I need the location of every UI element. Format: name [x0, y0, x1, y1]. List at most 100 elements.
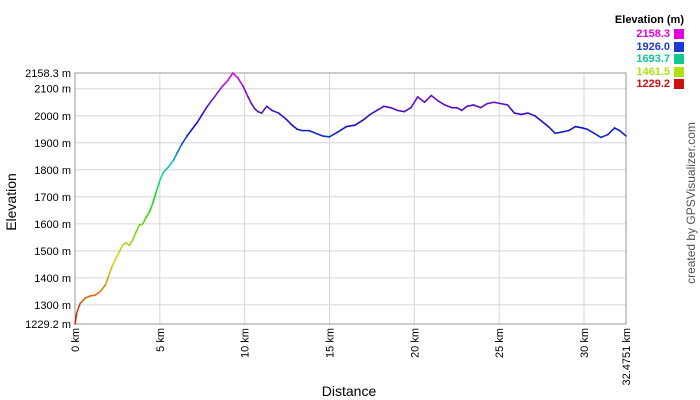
x-tick-label: 30 km: [579, 328, 591, 358]
elevation-segment: [148, 201, 154, 213]
y-tick-label: 1500 m: [34, 246, 71, 258]
x-tick-label: 5 km: [155, 328, 167, 352]
elevation-segment: [79, 297, 86, 305]
elevation-series: [74, 72, 627, 325]
elevation-segment: [403, 106, 412, 113]
elevation-segment: [437, 100, 446, 106]
elevation-segment: [369, 109, 378, 116]
elevation-segment: [561, 129, 570, 133]
elevation-segment: [540, 120, 550, 128]
elevation-segment: [111, 258, 117, 267]
y-tick-label: 2158.3 m: [25, 68, 71, 80]
plot-area-border: [74, 72, 627, 325]
elevation-segment: [206, 98, 214, 108]
elevation-segment: [527, 112, 536, 117]
elevation-segment: [362, 113, 372, 121]
elevation-segment: [277, 112, 287, 120]
elevation-segment: [547, 125, 556, 135]
elevation-segment: [74, 312, 78, 325]
elevation-segment: [260, 105, 268, 114]
elevation-segment: [396, 109, 405, 113]
y-axis-label: Elevation: [3, 173, 19, 231]
credit: created by GPSVisualizer.com: [680, 118, 700, 288]
elevation-segment: [606, 127, 616, 136]
elevation-segment: [162, 166, 170, 174]
legend-value: 2158.3: [636, 28, 670, 41]
elevation-segment: [211, 92, 219, 101]
elevation-segment: [104, 274, 110, 286]
elevation-segment: [216, 85, 224, 94]
y-tick-label: 1600 m: [34, 219, 71, 231]
legend-entry: 1229.2: [574, 78, 684, 91]
elevation-segment: [181, 135, 188, 145]
y-tick-label: 1400 m: [34, 273, 71, 285]
elevation-segment: [152, 190, 158, 204]
elevation-segment: [416, 96, 426, 104]
elevation-segment: [444, 104, 453, 109]
elevation-segment: [567, 125, 577, 132]
y-tick-label: 1229.2 m: [25, 319, 71, 331]
elevation-segment: [423, 94, 433, 104]
y-tick-label: 2100 m: [34, 84, 71, 96]
elevation-segment: [75, 302, 81, 314]
elevation-segment: [308, 129, 317, 135]
elevation-segment: [142, 216, 148, 225]
elevation-segment: [250, 102, 256, 110]
legend-swatch: [674, 54, 684, 65]
x-tick-label: 10 km: [240, 328, 252, 358]
elevation-segment: [167, 159, 175, 168]
elevation-segment: [247, 96, 253, 105]
elevation-segment: [89, 294, 97, 297]
elevation-segment: [172, 152, 178, 162]
legend-swatch: [674, 29, 684, 40]
y-tick-label: 2000 m: [34, 111, 71, 123]
elevation-segment: [337, 125, 348, 133]
elevation-segment: [155, 179, 161, 193]
x-tick-label: 25 km: [494, 328, 506, 358]
elevation-segment: [613, 127, 621, 132]
elevation-segment: [296, 128, 304, 132]
elevation-segment: [506, 104, 516, 114]
elevation-segment: [321, 135, 331, 138]
elevation-segment: [186, 128, 193, 137]
elevation-segment: [410, 96, 419, 109]
elevation-segment: [94, 290, 102, 296]
elevation-segment: [586, 128, 595, 135]
elevation-segment: [128, 239, 134, 247]
x-tick-label: 15 km: [325, 328, 337, 358]
y-tick-label: 1300 m: [34, 300, 71, 312]
elevation-segment: [466, 104, 475, 108]
elevation-segment: [221, 79, 229, 87]
legend-swatch: [674, 41, 684, 52]
elevation-segment: [574, 125, 584, 129]
elevation-segment: [114, 251, 120, 260]
x-tick-label: 20 km: [409, 328, 421, 358]
elevation-segment: [500, 102, 509, 106]
elevation-segment: [315, 132, 324, 137]
elevation-segment: [145, 210, 151, 218]
elevation-segment: [242, 85, 249, 98]
y-tick-label: 1900 m: [34, 138, 71, 150]
elevation-segment: [618, 129, 627, 137]
elevation-segment: [135, 224, 141, 233]
elevation-segment: [231, 72, 239, 79]
elevation-segment: [534, 114, 543, 122]
legend-entry: 1926.0: [574, 41, 684, 54]
elevation-segment: [430, 94, 439, 102]
x-axis-label: Distance: [322, 383, 377, 399]
legend-entry: 2158.3: [574, 28, 684, 41]
elevation-segment: [345, 124, 356, 128]
elevation-segment: [118, 244, 124, 253]
elevation-segment: [226, 72, 234, 82]
elevation-segment: [593, 132, 602, 139]
elevation-segment: [581, 127, 589, 131]
legend-entry: 1461.5: [574, 66, 684, 79]
legend-value: 1926.0: [636, 40, 670, 53]
x-tick-label: 32.4751 km: [621, 328, 633, 385]
y-tick-label: 1800 m: [34, 165, 71, 177]
elevation-segment: [554, 131, 563, 135]
legend-title: Elevation (m): [614, 14, 684, 26]
legend-swatch: [674, 79, 684, 90]
elevation-segment: [237, 77, 244, 87]
